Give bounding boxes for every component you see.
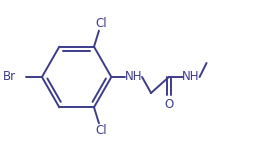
Text: NH: NH <box>182 71 199 84</box>
Text: O: O <box>164 97 174 111</box>
Text: Cl: Cl <box>95 17 107 30</box>
Text: NH: NH <box>124 71 142 84</box>
Text: Cl: Cl <box>95 124 107 137</box>
Text: Br: Br <box>3 71 16 84</box>
